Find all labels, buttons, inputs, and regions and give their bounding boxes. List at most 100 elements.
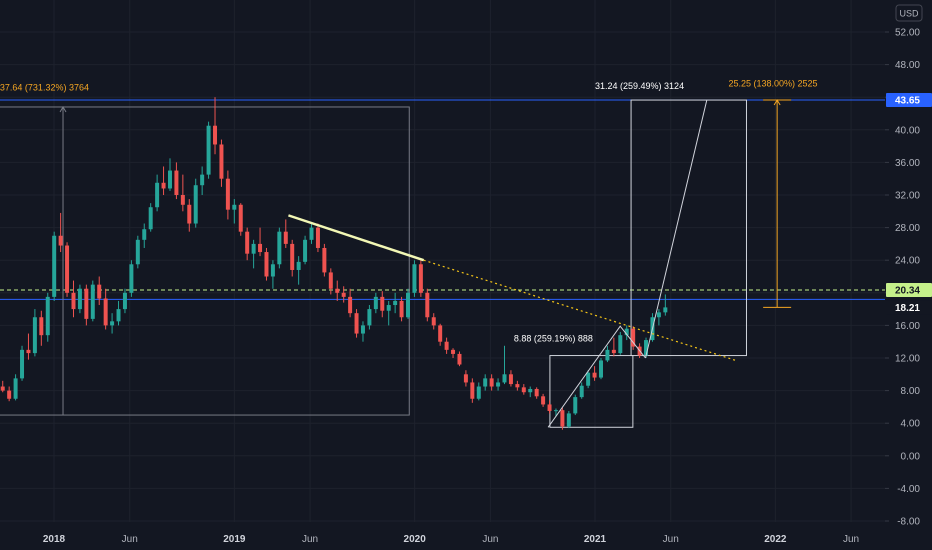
candle-body: [39, 317, 44, 336]
price-tick-label: 12.00: [895, 354, 920, 365]
candle-body: [167, 170, 172, 189]
time-axis[interactable]: 2018 Jun 2019 Jun 2020 Jun 2021 Jun 2022 Jun: [0, 522, 885, 550]
projection-path: [547, 325, 646, 428]
candle-body: [206, 125, 211, 175]
candle-body: [406, 292, 411, 318]
candle-body: [380, 296, 385, 311]
candle-body: [605, 349, 610, 361]
candle-body: [418, 264, 423, 293]
candle-body: [560, 410, 565, 427]
time-tick-label: Jun: [843, 534, 859, 545]
candle-body: [219, 144, 224, 179]
candle-body: [360, 325, 365, 334]
candle-body: [213, 125, 218, 145]
price-tick-label: -8.00: [897, 517, 920, 528]
candle-body: [502, 374, 507, 383]
price-tick-label: 52.00: [895, 28, 920, 39]
candle-body: [592, 372, 597, 378]
candle-body: [631, 328, 636, 347]
candle-body: [65, 245, 70, 293]
candle-body: [508, 374, 513, 385]
candle-body: [373, 296, 378, 310]
candle-body: [451, 349, 456, 354]
projection-path: [645, 99, 708, 359]
candle-body: [283, 231, 288, 244]
price-tick-label: 0.00: [901, 451, 921, 462]
candle-body: [476, 386, 481, 399]
candle-body: [129, 264, 134, 293]
price-axis-bg: [885, 0, 932, 550]
candle-body: [624, 328, 629, 336]
candle-body: [618, 335, 623, 354]
candle-body: [463, 374, 468, 383]
candle-body: [45, 296, 50, 336]
candle-body: [180, 195, 185, 205]
candle-body: [412, 264, 417, 293]
candle-body: [425, 292, 430, 318]
candle-body: [470, 382, 475, 399]
candle-body: [354, 313, 359, 334]
candle-body: [97, 284, 102, 299]
candle-body: [110, 321, 115, 326]
candle-body: [586, 372, 591, 386]
grid: [0, 0, 885, 522]
candle-body: [303, 239, 308, 262]
currency-label[interactable]: USD: [895, 4, 923, 22]
candle-body: [116, 309, 121, 322]
candle-body: [26, 349, 31, 354]
price-tick-label: 24.00: [895, 256, 920, 267]
price-tick-label: 36.00: [895, 158, 920, 169]
candle-body: [193, 185, 198, 224]
candle-body: [187, 204, 192, 224]
price-badge: [886, 300, 932, 315]
candle-body: [258, 243, 263, 253]
candle-body: [296, 261, 301, 270]
time-tick-label: Jun: [302, 534, 318, 545]
time-tick-label: 2022: [764, 534, 787, 545]
time-tick-label: Jun: [482, 534, 498, 545]
price-badge: [886, 283, 932, 298]
candle-body: [553, 410, 558, 412]
candle-body: [348, 296, 353, 314]
candle-body: [270, 264, 275, 277]
candle-body: [341, 292, 346, 297]
candle-body: [496, 382, 501, 387]
price-badge-label: 20.34: [895, 286, 920, 297]
currency-text: USD: [899, 9, 919, 19]
candle-body: [103, 298, 108, 326]
candle-body: [32, 317, 37, 354]
candle-body: [438, 325, 443, 342]
candle-body: [547, 404, 552, 411]
measure-box: [549, 355, 634, 428]
candle-body: [322, 247, 327, 273]
candle-body: [656, 312, 661, 318]
candle-body: [534, 388, 539, 397]
time-tick-label: 2019: [223, 534, 246, 545]
price-tick-label: 4.00: [901, 419, 921, 430]
currency-box: [895, 4, 923, 22]
price-axis[interactable]: 52.0048.0044.0040.0036.0032.0028.0024.00…: [885, 0, 932, 550]
candle-body: [148, 207, 153, 230]
candle-body: [663, 307, 668, 313]
candles: [0, 97, 668, 430]
measure-label: 8.88 (259.19%) 888: [514, 334, 593, 344]
measure-label: 25.25 (138.00%) 2525: [728, 79, 817, 89]
candle-body: [71, 292, 76, 310]
price-tick-label: 8.00: [901, 386, 921, 397]
price-tick-label: 32.00: [895, 191, 920, 202]
measure-box: [630, 99, 747, 357]
candle-body: [77, 288, 82, 310]
candle-body: [277, 231, 282, 265]
candle-body: [315, 227, 320, 248]
candle-body: [431, 317, 436, 326]
time-tick-label: 2018: [43, 534, 66, 545]
candle-body: [225, 178, 230, 210]
candle-body: [541, 396, 546, 405]
candle-body: [599, 360, 603, 378]
candle-body: [122, 292, 127, 310]
candle-body: [644, 340, 649, 356]
candle-body: [238, 204, 243, 232]
price-badge-label: 18.21: [895, 303, 920, 314]
candle-body: [611, 349, 616, 354]
